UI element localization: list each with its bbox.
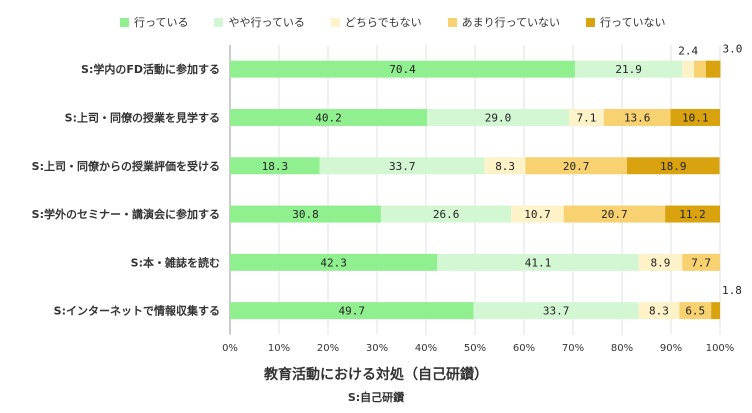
x-tick-label: 60% — [513, 343, 535, 354]
bar-segment — [230, 205, 381, 223]
legend-label-2: やや行っている — [228, 16, 305, 29]
bar-segment — [569, 108, 604, 126]
legend-item-3: どちらでもない — [330, 14, 422, 30]
data-label: 40.2 — [315, 111, 342, 124]
bar-segment — [511, 205, 564, 223]
data-label: 18.3 — [262, 160, 289, 173]
bar-segment — [638, 302, 680, 320]
data-label: 33.7 — [389, 160, 416, 173]
data-label: 8.3 — [495, 160, 515, 173]
data-label: 10.1 — [682, 111, 709, 124]
data-label: 6.5 — [685, 305, 705, 318]
bar-segment — [525, 157, 627, 175]
bar-segment — [230, 157, 320, 175]
data-label: 3.0 — [722, 43, 742, 56]
legend-swatch-2 — [214, 17, 224, 27]
bar-segment — [694, 60, 706, 78]
bar-segment — [665, 205, 720, 223]
data-label: 1.8 — [722, 284, 742, 297]
bar-segment — [426, 108, 570, 126]
legend-swatch-4 — [447, 17, 457, 27]
x-tick-label: 40% — [415, 343, 437, 354]
data-label: 49.7 — [339, 305, 366, 318]
bar-segment — [230, 60, 575, 78]
data-label: 29.0 — [485, 111, 512, 124]
bar-segment — [603, 108, 671, 126]
legend-label-3: どちらでもない — [344, 16, 422, 29]
data-label: 10.7 — [524, 208, 551, 221]
category-label: S:学外のセミナー・講演会に参加する — [32, 207, 220, 221]
data-label: 2.4 — [678, 45, 698, 58]
bar-segment — [319, 157, 485, 175]
x-tick-label: 70% — [562, 343, 584, 354]
data-label: 30.8 — [292, 208, 319, 221]
legend-item-2: やや行っている — [214, 14, 305, 30]
x-tick-label: 10% — [268, 343, 290, 354]
data-label: 21.9 — [615, 63, 642, 76]
bar-segment — [574, 60, 683, 78]
data-label: 11.2 — [679, 208, 706, 221]
data-label: 42.3 — [320, 256, 347, 269]
bar-segment — [705, 60, 721, 78]
data-label: 20.7 — [601, 208, 628, 221]
bar-segment — [380, 205, 512, 223]
bar-segment — [626, 157, 720, 175]
category-label: S:上司・同僚の授業を見学する — [65, 110, 220, 124]
legend-swatch-3 — [330, 17, 340, 27]
x-tick-label: 30% — [366, 343, 388, 354]
data-label: 7.1 — [577, 111, 597, 124]
category-label: S:上司・同僚からの授業評価を受ける — [32, 159, 220, 173]
legend-swatch-1 — [120, 17, 129, 27]
data-label: 41.1 — [525, 256, 552, 269]
legend-item-4: あまり行っていない — [447, 14, 561, 30]
bar-segment — [230, 302, 474, 320]
x-tick-label: 80% — [611, 343, 633, 354]
category-label: S:本・雑誌を読む — [131, 255, 220, 269]
x-axis-title: 教育活動における対処（自己研鑽） — [264, 367, 488, 383]
data-label: 26.6 — [433, 208, 460, 221]
x-tick-label: 50% — [464, 343, 486, 354]
x-tick-label: 90% — [660, 343, 682, 354]
bar-segment — [638, 253, 683, 271]
legend-label-1: 行っている — [134, 16, 189, 29]
data-label: 8.9 — [651, 256, 671, 269]
bar-segment — [563, 205, 666, 223]
bar-segment — [679, 302, 712, 320]
bar-segment — [682, 60, 695, 78]
legend-label-4: あまり行っていない — [461, 16, 561, 29]
data-label: 20.7 — [563, 160, 590, 173]
category-label: S:学内のFD活動に参加する — [81, 62, 220, 76]
legend-label-5: 行っていない — [600, 16, 666, 29]
legend-item-5: 行っていない — [586, 14, 665, 30]
bar-segment — [473, 302, 639, 320]
bar-segment — [711, 302, 720, 320]
x-axis-subtitle: S:自己研鑽 — [347, 391, 405, 404]
category-label: S:インターネットで情報収集する — [54, 304, 220, 318]
bar-segment — [484, 157, 526, 175]
legend: 行っている やや行っている どちらでもない あまり行っていない 行っていない — [120, 14, 691, 30]
data-label: 18.9 — [660, 160, 687, 173]
data-label: 70.4 — [389, 63, 416, 76]
data-label: 8.3 — [649, 305, 669, 318]
legend-swatch-5 — [586, 17, 596, 27]
legend-item-1: 行っている — [120, 14, 188, 30]
bar-segment — [437, 253, 639, 271]
bar-segment — [682, 253, 720, 271]
data-label: 33.7 — [543, 305, 570, 318]
bar-segment — [230, 253, 438, 271]
x-tick-label: 100% — [706, 343, 735, 354]
x-tick-label: 20% — [317, 343, 339, 354]
data-label: 7.7 — [691, 256, 711, 269]
data-label: 13.6 — [624, 111, 651, 124]
bar-segment — [230, 108, 427, 126]
x-tick-label: 0% — [222, 343, 238, 354]
bar-segment — [670, 108, 720, 126]
